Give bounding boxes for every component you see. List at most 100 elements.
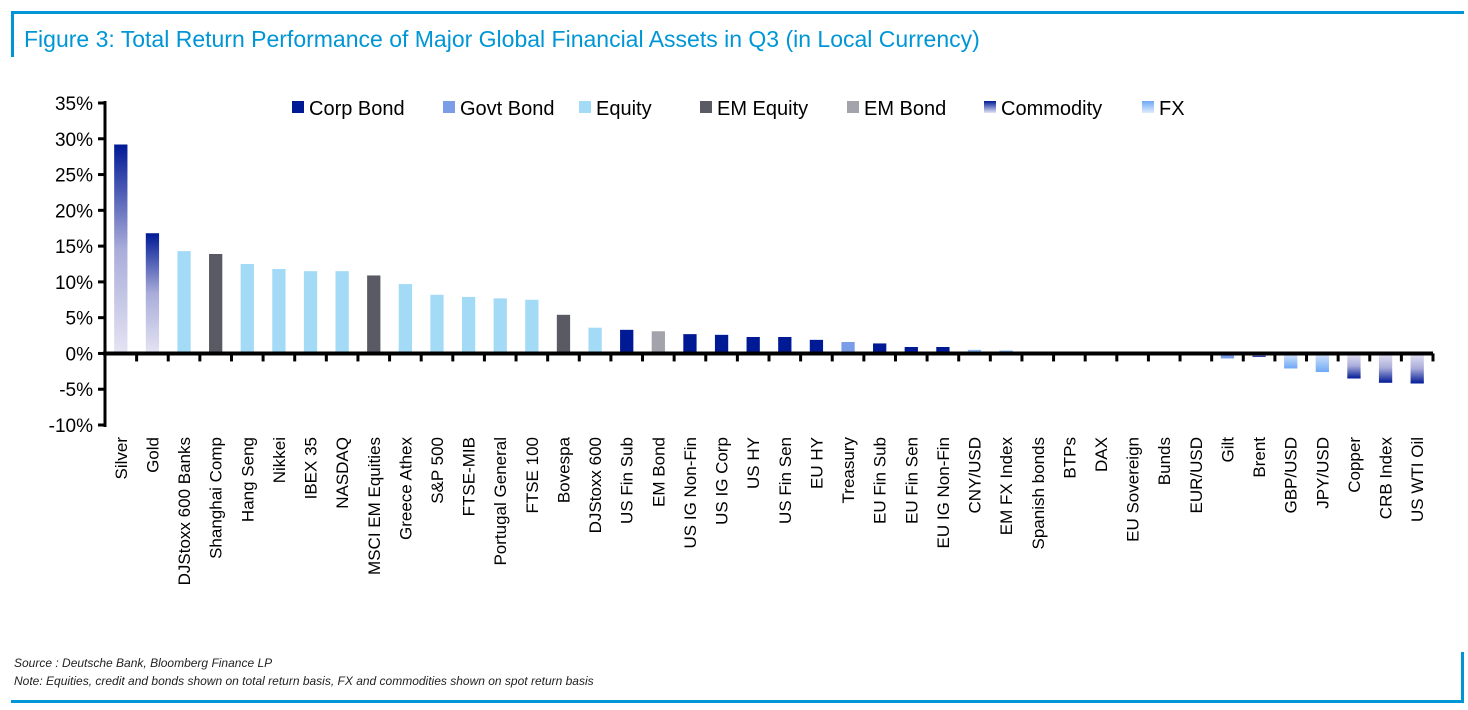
x-category-label: NASDAQ bbox=[333, 437, 352, 509]
y-tick-label: 15% bbox=[55, 237, 93, 258]
x-category-label: Portugal General bbox=[491, 437, 510, 566]
x-category-label: JPY/USD bbox=[1313, 437, 1332, 509]
bar-shanghai-comp bbox=[209, 253, 223, 354]
bar-nikkei bbox=[272, 269, 286, 354]
bar-greece-athex bbox=[398, 284, 413, 354]
y-tick-label: 10% bbox=[55, 273, 93, 294]
x-category-label: DJStoxx 600 bbox=[586, 437, 605, 533]
y-tick-label: -10% bbox=[49, 416, 93, 437]
x-category-label: GBP/USD bbox=[1282, 437, 1301, 514]
legend-swatch-fx bbox=[1142, 101, 1154, 113]
frame-bottom-border bbox=[11, 700, 1464, 703]
legend: Corp Bond Govt Bond Equity EM Equity EM Bond… bbox=[292, 98, 1185, 120]
x-category-label: US IG Corp bbox=[713, 437, 732, 525]
bar-ftse-mib bbox=[461, 296, 476, 354]
y-tick-label: -5% bbox=[59, 380, 93, 401]
x-category-label: EM Bond bbox=[649, 437, 668, 507]
frame-top-border bbox=[11, 11, 1464, 14]
figure-title: Figure 3: Total Return Performance of Ma… bbox=[24, 26, 980, 52]
bar-em-bond bbox=[651, 331, 665, 354]
source-note: Source : Deutsche Bank, Bloomberg Financ… bbox=[14, 656, 273, 670]
y-axis: 35% 30% 25% 20% 15% 10% 5% 0% -5% -10% bbox=[49, 94, 107, 437]
legend-label: EM Equity bbox=[717, 98, 808, 120]
x-category-label: Gold bbox=[143, 437, 162, 473]
bar-us-fin-sub bbox=[620, 329, 634, 354]
x-category-label: Greece Athex bbox=[396, 437, 415, 541]
y-tick-label: 35% bbox=[55, 94, 93, 115]
bar-djstoxx-600-banks bbox=[177, 251, 191, 354]
x-category-label: EM FX Index bbox=[997, 437, 1016, 536]
x-category-label: Spanish bonds bbox=[1029, 437, 1048, 549]
x-category-label: CNY/USD bbox=[966, 437, 985, 514]
bar-crb-index bbox=[1378, 353, 1393, 383]
x-category-label: BTPs bbox=[1060, 437, 1079, 479]
x-category-label: IBEX 35 bbox=[302, 437, 321, 499]
frame-left-border bbox=[11, 11, 14, 57]
x-category-label: US HY bbox=[744, 437, 763, 489]
bar-portugal-general bbox=[493, 298, 507, 354]
x-category-label: EU IG Non-Fin bbox=[934, 437, 953, 548]
x-category-label: Bunds bbox=[1155, 437, 1174, 485]
legend-label: Equity bbox=[596, 98, 652, 120]
x-category-label: EU Fin Sub bbox=[871, 437, 890, 524]
x-category-label: Nikkei bbox=[270, 437, 289, 483]
legend-label: Corp Bond bbox=[309, 98, 405, 120]
x-category-label: US Fin Sen bbox=[776, 437, 795, 524]
x-category-label: FTSE-MIB bbox=[460, 437, 479, 516]
x-category-label: EU Sovereign bbox=[1124, 437, 1143, 542]
bar-s-p-500 bbox=[430, 294, 444, 354]
x-category-label: EUR/USD bbox=[1187, 437, 1206, 514]
x-category-label: Bovespa bbox=[554, 436, 573, 503]
y-tick-label: 25% bbox=[55, 166, 93, 187]
bar-us-fin-sen bbox=[778, 336, 792, 354]
x-category-label: US WTI Oil bbox=[1408, 437, 1427, 522]
x-category-label: EU Fin Sen bbox=[902, 437, 921, 524]
bar-ibex-35 bbox=[303, 271, 318, 354]
y-tick-label: 30% bbox=[55, 130, 93, 151]
x-category-label: Brent bbox=[1250, 437, 1269, 478]
bar-nasdaq bbox=[335, 271, 349, 354]
y-tick-label: 20% bbox=[55, 201, 93, 222]
y-tick-label: 0% bbox=[66, 344, 94, 365]
legend-swatch-commodity bbox=[984, 101, 996, 113]
bar-msci-em-equities bbox=[367, 275, 381, 354]
x-category-label: EU HY bbox=[807, 437, 826, 489]
legend-swatch-em-equity bbox=[700, 101, 712, 113]
x-category-label: US IG Non-Fin bbox=[681, 437, 700, 548]
legend-label: FX bbox=[1159, 98, 1185, 120]
bar-gold bbox=[145, 233, 160, 354]
x-category-label: Hang Seng bbox=[238, 437, 257, 522]
bar-us-ig-corp bbox=[714, 334, 729, 354]
bar-gbp-usd bbox=[1284, 353, 1298, 369]
bar-us-ig-non-fin bbox=[683, 334, 697, 354]
bar-copper bbox=[1347, 353, 1361, 379]
legend-swatch-govt-bond bbox=[443, 101, 455, 113]
x-category-label: Copper bbox=[1345, 437, 1364, 493]
legend-swatch-em-bond bbox=[847, 101, 859, 113]
methodology-note: Note: Equities, credit and bonds shown o… bbox=[14, 674, 594, 688]
x-category-label: US Fin Sub bbox=[618, 437, 637, 524]
x-category-label: DAX bbox=[1092, 437, 1111, 472]
bar-chart: 35% 30% 25% 20% 15% 10% 5% 0% -5% -10% Silver Gold… bbox=[49, 94, 1435, 585]
bar-bovespa bbox=[556, 314, 571, 354]
x-category-label: Shanghai Comp bbox=[207, 437, 226, 559]
x-axis-labels: Silver Gold DJStoxx 600 Banks Shanghai Comp… bbox=[112, 436, 1427, 585]
bar-gilt bbox=[1220, 353, 1235, 359]
legend-label: EM Bond bbox=[864, 98, 946, 120]
x-category-label: FTSE 100 bbox=[523, 437, 542, 514]
legend-label: Commodity bbox=[1001, 98, 1102, 120]
x-category-label: MSCI EM Equities bbox=[365, 437, 384, 575]
bar-us-hy bbox=[746, 336, 760, 354]
bar-hang-seng bbox=[240, 264, 254, 354]
x-category-label: S&P 500 bbox=[428, 437, 447, 504]
bar-djstoxx-600 bbox=[588, 327, 602, 354]
bar-jpy-usd bbox=[1315, 353, 1329, 373]
bar-eu-ig-non-fin bbox=[936, 347, 950, 354]
y-tick-label: 5% bbox=[66, 309, 94, 330]
bar-eu-hy bbox=[809, 339, 824, 354]
x-category-label: CRB Index bbox=[1377, 437, 1396, 520]
bar-us-wti-oil bbox=[1410, 353, 1424, 384]
x-category-label: Treasury bbox=[839, 437, 858, 504]
bar-ftse-100 bbox=[525, 299, 539, 354]
bar-eu-fin-sub bbox=[873, 343, 887, 354]
